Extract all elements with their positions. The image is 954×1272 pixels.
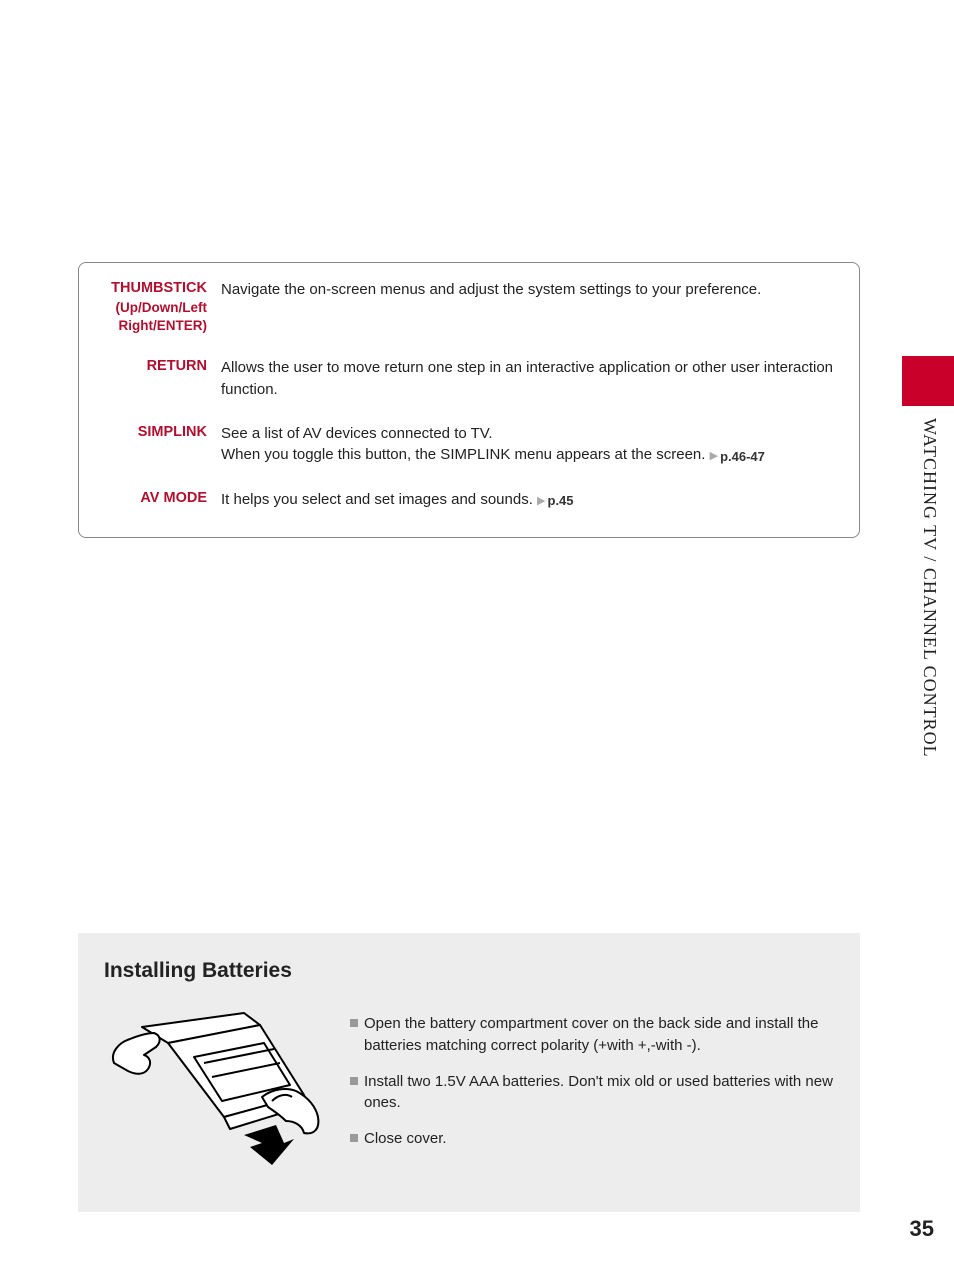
triangle-icon: ▶ [537,494,545,510]
install-body: Open the battery compartment cover on th… [104,1013,834,1170]
battery-illustration [104,1005,334,1170]
remote-functions-box: THUMBSTICK (Up/Down/Left Right/ENTER) Na… [78,262,860,538]
triangle-icon: ▶ [710,449,718,465]
desc-text: When you toggle this button, the SIMPLIN… [221,446,705,463]
install-steps: Open the battery compartment cover on th… [350,1013,834,1164]
desc-avmode: It helps you select and set images and s… [221,489,841,511]
bullet-icon [350,1134,358,1142]
bullet-icon [350,1019,358,1027]
term-thumbstick: THUMBSTICK (Up/Down/Left Right/ENTER) [97,279,207,335]
step-text: Install two 1.5V AAA batteries. Don't mi… [364,1071,834,1115]
step-text: Open the battery compartment cover on th… [364,1013,834,1057]
section-tab [902,356,954,406]
term-main: THUMBSTICK [97,279,207,299]
desc-line: When you toggle this button, the SIMPLIN… [221,444,841,466]
term-return: RETURN [97,357,207,377]
bullet-icon [350,1077,358,1085]
page-number: 35 [910,1216,934,1242]
page-reference: ▶ p.46-47 [710,448,765,467]
term-avmode: AV MODE [97,489,207,509]
install-step: Open the battery compartment cover on th… [350,1013,834,1057]
installing-batteries-box: Installing Batteries [78,933,860,1212]
pageref-text: p.46-47 [720,448,765,467]
term-simplink: SIMPLINK [97,423,207,443]
desc-simplink: See a list of AV devices connected to TV… [221,423,841,467]
install-title: Installing Batteries [104,959,834,983]
definition-row: SIMPLINK See a list of AV devices connec… [97,423,841,467]
install-step: Close cover. [350,1128,834,1150]
page-reference: ▶ p.45 [537,492,573,511]
section-label: WATCHING TV / CHANNEL CONTROL [919,418,940,758]
definition-row: THUMBSTICK (Up/Down/Left Right/ENTER) Na… [97,279,841,335]
desc-return: Allows the user to move return one step … [221,357,841,401]
pageref-text: p.45 [548,492,574,511]
term-sub: (Up/Down/Left Right/ENTER) [97,299,207,335]
definition-row: AV MODE It helps you select and set imag… [97,489,841,511]
desc-thumbstick: Navigate the on-screen menus and adjust … [221,279,841,301]
desc-text: It helps you select and set images and s… [221,491,533,508]
definition-row: RETURN Allows the user to move return on… [97,357,841,401]
install-step: Install two 1.5V AAA batteries. Don't mi… [350,1071,834,1115]
step-text: Close cover. [364,1128,447,1150]
desc-line: See a list of AV devices connected to TV… [221,423,841,445]
